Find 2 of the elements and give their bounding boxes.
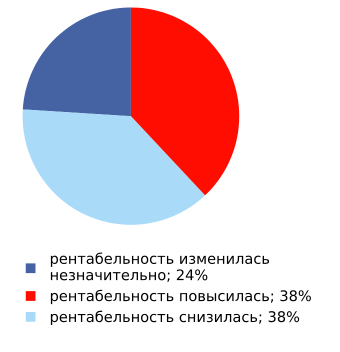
legend-label: рентабельность повысилась; 38% (50, 290, 311, 304)
legend-label: рентабельность снизилась; 38% (50, 310, 300, 326)
